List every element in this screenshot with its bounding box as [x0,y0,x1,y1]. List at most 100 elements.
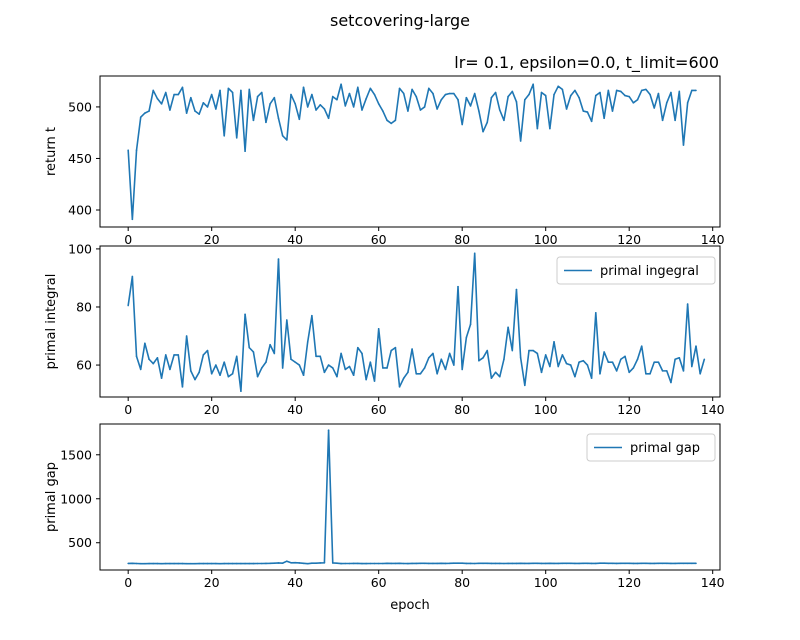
data-point [432,562,434,565]
data-point [390,122,393,125]
data-point [361,352,363,355]
data-point [503,358,505,361]
data-point [148,110,150,112]
data-point [194,378,196,381]
series-line [127,83,696,221]
data-point [461,368,463,371]
data-point [215,562,217,565]
data-point [302,86,305,89]
data-point [240,89,242,92]
data-point [440,358,443,361]
data-point [357,86,359,89]
data-point [486,121,489,124]
data-point [415,562,418,565]
legend-label: primal gap [630,441,700,456]
data-point [645,372,647,375]
data-point [482,357,484,359]
data-point [219,89,221,92]
data-point [532,83,534,86]
data-point [465,336,468,339]
data-point [532,562,534,565]
data-point [336,562,338,565]
data-point [169,109,171,111]
data-point [290,93,292,96]
data-point [240,562,242,565]
data-point [256,95,259,98]
data-point [453,92,455,95]
data-point [344,105,347,107]
x-tick-label: 120 [617,575,641,590]
data-point [177,93,180,96]
data-point [415,95,418,98]
data-point [524,98,526,101]
data-point [594,311,597,314]
data-point [260,367,263,369]
subplot-return: 0 20 40 60 80 100 120 140 400 450 500 return t [44,75,725,247]
data-point [549,365,551,368]
data-point [256,375,259,378]
data-point [561,88,564,91]
data-point [265,361,267,363]
data-point [223,562,226,565]
data-point [640,345,643,347]
x-tick-label: 140 [701,402,725,417]
data-point [402,92,405,95]
data-point [515,100,518,103]
data-point [298,562,301,564]
data-point [478,110,480,112]
data-point [156,562,159,565]
data-point [277,562,280,564]
figure-title: setcovering-large [330,11,470,30]
data-point [402,562,405,565]
data-point [185,562,188,565]
y-axis-label: return t [44,127,59,176]
x-tick-label: 80 [454,402,470,417]
data-point [190,96,192,99]
x-tick-label: 60 [371,575,387,590]
data-point [327,117,330,120]
data-point [398,87,401,90]
data-point [340,83,342,86]
data-point [515,562,518,565]
data-point [131,218,134,221]
y-tick-label: 80 [76,299,92,314]
data-point [419,109,422,111]
data-point [590,120,593,123]
data-point [344,562,347,565]
data-point [173,93,175,96]
data-point [127,562,129,565]
data-point [469,323,472,326]
data-point [206,349,209,352]
data-point [419,562,422,565]
data-point [636,562,639,565]
data-point [169,562,171,565]
data-point [377,562,380,565]
data-point [519,562,522,565]
data-point [198,562,200,565]
data-point [557,562,560,565]
data-point [194,110,196,112]
data-point [624,94,626,97]
data-point [678,90,681,93]
data-point [686,102,689,104]
data-point [386,562,388,565]
data-point [624,562,626,565]
data-point [473,252,476,255]
data-point [315,355,317,358]
data-point [227,87,230,90]
data-point [461,123,463,126]
data-point [528,562,530,565]
x-tick-label: 0 [124,232,132,247]
data-point [536,352,539,355]
data-point [549,562,551,565]
data-point [139,116,142,119]
data-point [574,89,576,92]
x-tick-label: 120 [617,232,641,247]
data-point [210,372,213,375]
data-point [248,346,251,349]
data-point [645,562,647,565]
data-point [265,562,267,565]
y-tick-label: 1500 [60,447,92,462]
data-point [181,562,184,565]
data-point [665,370,668,372]
